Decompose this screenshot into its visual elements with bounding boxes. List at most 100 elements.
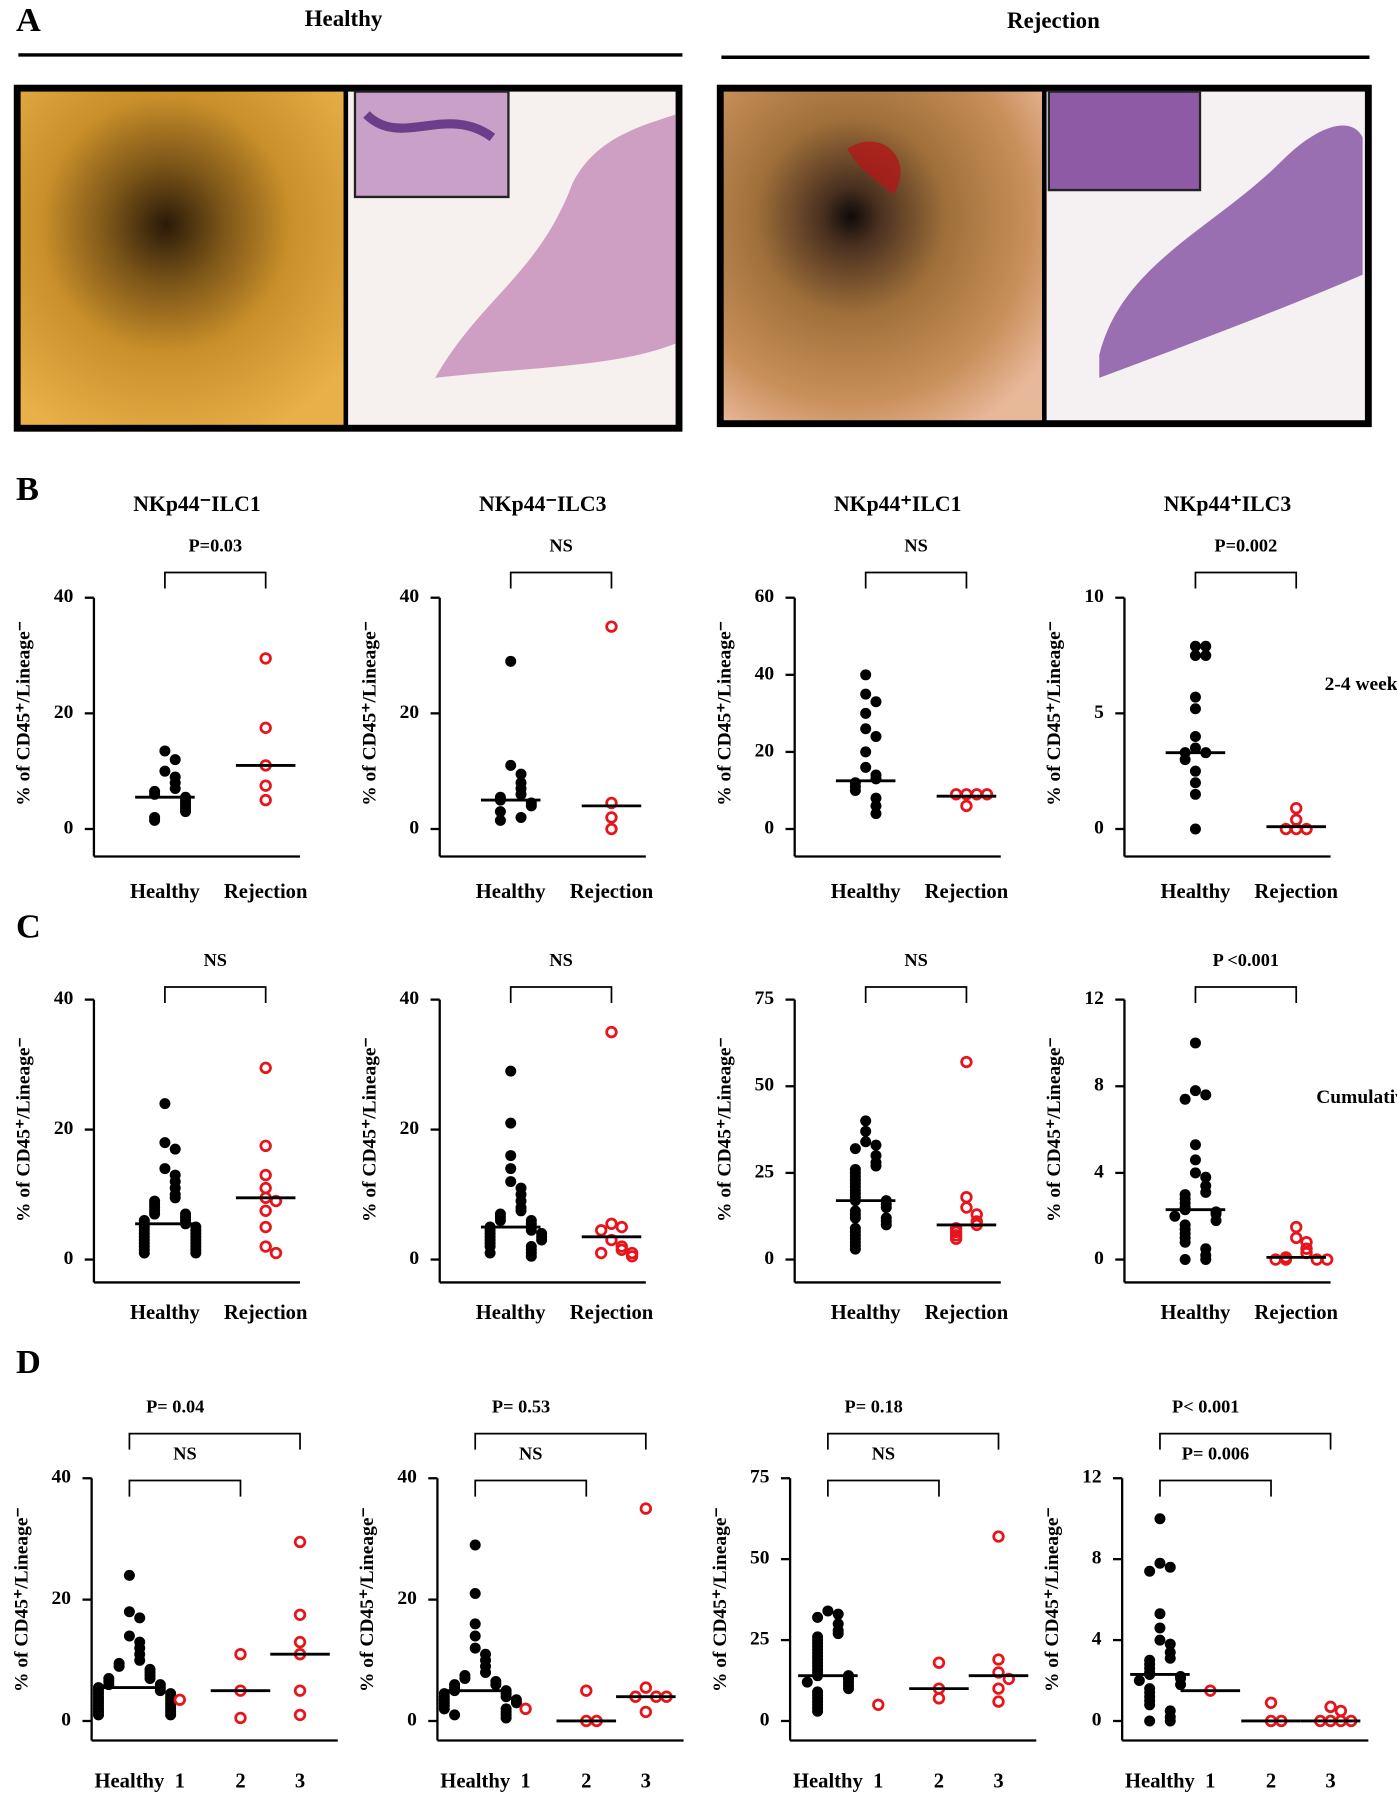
- healthy-photos: [13, 84, 683, 432]
- data-point: [594, 1224, 608, 1237]
- y-tick-label: 4: [1092, 1629, 1102, 1650]
- data-point: [293, 1684, 307, 1697]
- comparison-bracket: [509, 571, 613, 589]
- x-tick-label: 1: [175, 1771, 185, 1793]
- data-point: [860, 1115, 872, 1127]
- data-point: [1154, 1608, 1166, 1620]
- y-tick-label: 0: [764, 817, 774, 838]
- data-point: [123, 1630, 135, 1642]
- y-tick-label: 0: [407, 1709, 417, 1730]
- x-tick-label: Healthy: [476, 1302, 547, 1324]
- comparison-label: NS: [904, 536, 927, 556]
- data-point: [992, 1653, 1005, 1666]
- data-point: [144, 1673, 156, 1685]
- data-point: [113, 1660, 125, 1672]
- data-point: [870, 808, 882, 820]
- x-tick-label: Healthy: [1161, 881, 1232, 903]
- y-tick-label: 0: [1092, 1709, 1102, 1730]
- data-point: [134, 1612, 146, 1624]
- annotation: Cumulative: [1316, 1087, 1397, 1108]
- y-tick-label: 0: [64, 817, 74, 838]
- data-point: [860, 761, 872, 773]
- data-point: [580, 1684, 593, 1697]
- y-tick-label: 0: [409, 1248, 419, 1269]
- data-point: [615, 1243, 628, 1256]
- data-point: [505, 1176, 517, 1188]
- data-point: [494, 814, 506, 826]
- data-point: [93, 1709, 104, 1721]
- data-point: [860, 669, 872, 681]
- data-point: [525, 1250, 537, 1262]
- y-tick-label: 75: [750, 1467, 770, 1488]
- chart-title: NKp44⁺ILC1: [834, 492, 962, 516]
- data-point: [872, 1698, 885, 1711]
- data-point: [1164, 1715, 1176, 1727]
- comparison-bracket: [827, 1432, 1000, 1450]
- data-point: [1300, 822, 1313, 836]
- data-point: [870, 1139, 882, 1151]
- y-axis-label: % of CD45⁺/Lineage⁻: [14, 1037, 35, 1222]
- x-tick-label: 2: [1266, 1771, 1276, 1793]
- chart-title: NKp44⁻ILC3: [479, 492, 607, 516]
- data-point: [832, 1608, 844, 1620]
- data-point: [605, 620, 618, 633]
- y-tick-label: 40: [400, 586, 419, 607]
- comparison-label: NS: [204, 950, 227, 970]
- data-point: [259, 721, 272, 734]
- comparison-label: NS: [519, 1444, 542, 1464]
- data-point: [490, 1679, 502, 1691]
- data-point: [1324, 1700, 1337, 1714]
- data-point: [639, 1681, 653, 1694]
- comparison-bracket: [128, 1432, 301, 1450]
- data-point: [1144, 1699, 1156, 1711]
- data-point: [1179, 1093, 1191, 1105]
- data-point: [1300, 1242, 1313, 1255]
- data-point: [605, 1233, 618, 1247]
- data-point: [138, 1247, 150, 1259]
- data-point: [960, 1055, 973, 1069]
- data-point: [625, 1250, 639, 1263]
- y-tick-label: 0: [409, 817, 419, 838]
- data-point: [880, 1202, 892, 1214]
- data-point: [123, 1606, 135, 1618]
- comparison-label: P=0.03: [188, 536, 242, 556]
- y-tick-label: 0: [760, 1709, 770, 1730]
- y-tick-label: 20: [400, 1118, 419, 1139]
- data-point: [469, 1642, 481, 1654]
- data-point: [510, 1697, 522, 1709]
- data-point: [992, 1530, 1005, 1543]
- data-point: [1154, 1634, 1166, 1646]
- data-point: [169, 1192, 181, 1204]
- data-point: [960, 1190, 973, 1204]
- data-point: [1189, 823, 1201, 835]
- data-point: [605, 1025, 618, 1039]
- comparison-label: P= 0.006: [1182, 1444, 1249, 1464]
- data-point: [438, 1703, 450, 1715]
- data-point: [1189, 1167, 1201, 1179]
- x-tick-label: Healthy: [440, 1771, 511, 1793]
- y-tick-label: 25: [750, 1629, 770, 1650]
- y-tick-label: 25: [755, 1161, 775, 1182]
- comparison-label: P=0.002: [1214, 536, 1277, 556]
- y-tick-label: 4: [1094, 1161, 1104, 1182]
- x-tick-label: Rejection: [570, 1302, 654, 1324]
- y-tick-label: 0: [64, 1248, 74, 1269]
- data-point: [1175, 1679, 1187, 1691]
- data-point: [1154, 1513, 1166, 1525]
- y-tick-label: 50: [750, 1548, 769, 1569]
- comparison-bracket: [864, 571, 968, 589]
- data-point: [1269, 1253, 1282, 1266]
- data-point: [960, 788, 973, 801]
- data-point: [1189, 788, 1201, 800]
- data-point: [159, 1163, 171, 1175]
- x-tick-label: Healthy: [793, 1771, 864, 1793]
- data-point: [1200, 1171, 1212, 1183]
- data-point: [615, 1220, 628, 1234]
- y-tick-label: 20: [397, 1588, 416, 1609]
- data-point: [870, 792, 882, 804]
- data-point: [494, 1215, 506, 1227]
- data-point: [269, 1246, 283, 1260]
- photo-header: Rejection: [1007, 8, 1100, 33]
- y-tick-label: 75: [755, 988, 775, 1009]
